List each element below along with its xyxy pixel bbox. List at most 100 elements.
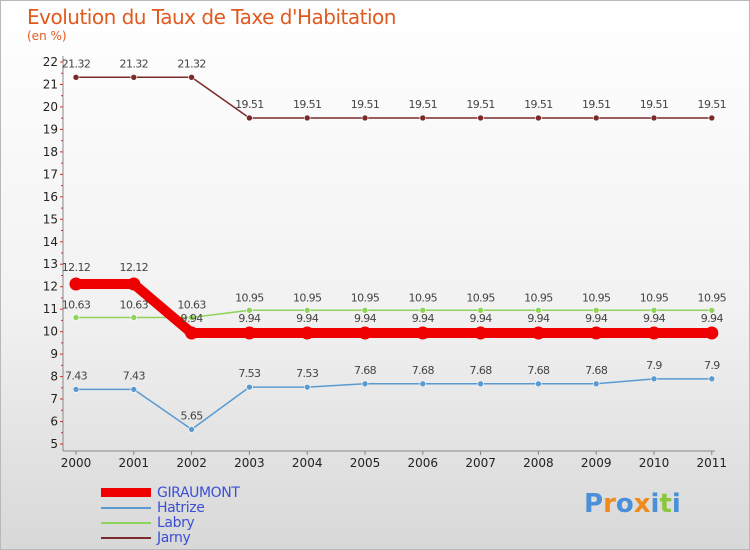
data-label-hatrize: 7.43	[65, 369, 88, 382]
data-label-giraumont: 9.94	[701, 312, 724, 325]
legend-item: GIRAUMONT	[101, 484, 240, 501]
series-line-jarny	[75, 76, 713, 119]
data-point-labry	[708, 306, 716, 314]
data-label-jarny: 19.51	[293, 98, 322, 111]
logo-letter: P	[584, 489, 604, 519]
legend-swatch	[101, 536, 151, 539]
data-point-giraumont	[127, 277, 141, 291]
y-tick-label: 9	[50, 347, 58, 361]
x-tick-label: 2000	[61, 456, 92, 470]
data-label-hatrize: 5.65	[181, 409, 204, 422]
data-label-labry: 10.95	[524, 291, 553, 304]
legend: GIRAUMONT Hatrize Labry Jarny	[101, 484, 240, 546]
data-point-hatrize	[130, 386, 138, 393]
data-point-hatrize	[535, 380, 542, 388]
legend-label: Labry	[157, 514, 195, 531]
data-label-giraumont: 9.94	[296, 312, 319, 325]
data-label-jarny: 19.51	[698, 98, 727, 111]
data-point-hatrize	[188, 426, 195, 433]
data-point-jarny	[188, 73, 195, 81]
data-point-labry	[477, 306, 484, 314]
data-label-giraumont: 9.94	[412, 312, 435, 325]
data-label-labry: 10.95	[582, 291, 611, 304]
y-tick-label: 12	[43, 280, 58, 294]
legend-swatch	[101, 521, 151, 524]
data-point-giraumont	[242, 326, 256, 340]
data-point-hatrize	[477, 380, 484, 388]
legend-swatch	[101, 506, 151, 509]
data-label-jarny: 21.32	[120, 57, 149, 70]
data-label-hatrize: 7.9	[704, 359, 720, 372]
logo-letter: i	[671, 489, 681, 519]
y-tick-label: 18	[43, 145, 58, 159]
logo-letter: x	[633, 489, 651, 519]
data-point-jarny	[72, 73, 80, 81]
x-tick-label: 2008	[523, 456, 554, 470]
y-tick-label: 15	[43, 212, 58, 226]
data-label-jarny: 19.51	[351, 98, 380, 111]
data-point-hatrize	[708, 375, 716, 383]
data-label-giraumont: 9.94	[527, 312, 550, 325]
y-tick-label: 6	[50, 415, 58, 429]
data-label-hatrize: 7.68	[527, 364, 550, 377]
data-label-labry: 10.95	[293, 291, 322, 304]
data-point-labry	[72, 314, 80, 321]
data-label-labry: 10.95	[409, 291, 438, 304]
data-label-jarny: 19.51	[409, 98, 438, 111]
data-point-labry	[361, 306, 369, 314]
data-point-giraumont	[705, 326, 719, 340]
y-tick-label: 5	[50, 437, 58, 451]
data-label-labry: 10.63	[120, 298, 149, 311]
data-point-hatrize	[72, 386, 80, 393]
data-point-jarny	[535, 114, 542, 122]
data-label-jarny: 19.51	[235, 98, 264, 111]
y-tick-label: 10	[43, 325, 58, 339]
chart-title: Evolution du Taux de Taxe d'Habitation	[27, 5, 396, 29]
data-label-giraumont: 9.94	[181, 312, 204, 325]
y-tick-label: 19	[43, 122, 58, 136]
data-label-hatrize: 7.68	[470, 364, 493, 377]
data-point-labry	[592, 306, 600, 314]
data-label-hatrize: 7.68	[354, 364, 377, 377]
data-point-labry	[650, 306, 658, 314]
legend-label: GIRAUMONT	[157, 484, 240, 501]
data-label-jarny: 19.51	[524, 98, 553, 111]
data-label-giraumont: 12.12	[120, 261, 149, 274]
series-line-hatrize	[75, 378, 713, 431]
data-point-labry	[419, 306, 427, 314]
data-label-jarny: 19.51	[582, 98, 611, 111]
data-label-hatrize: 7.53	[296, 367, 319, 380]
y-tick-label: 20	[43, 100, 58, 114]
data-point-giraumont	[300, 326, 314, 340]
data-label-labry: 10.95	[466, 291, 495, 304]
data-label-giraumont: 9.94	[238, 312, 261, 325]
data-label-jarny: 19.51	[466, 98, 495, 111]
data-label-jarny: 21.32	[177, 57, 206, 70]
y-tick-label: 21	[43, 77, 58, 91]
y-tick-label: 14	[43, 235, 58, 249]
x-tick-label: 2002	[176, 456, 207, 470]
data-point-jarny	[477, 114, 484, 122]
legend-item: Jarny	[101, 529, 240, 546]
data-point-jarny	[361, 114, 369, 122]
data-point-hatrize	[246, 383, 253, 391]
data-point-hatrize	[303, 383, 311, 391]
chart-subtitle: (en %)	[27, 29, 67, 43]
y-tick-label: 8	[50, 370, 58, 384]
data-point-hatrize	[650, 375, 658, 383]
x-tick-label: 2005	[350, 456, 381, 470]
y-tick-label: 7	[50, 392, 58, 406]
data-point-giraumont	[185, 326, 199, 340]
logo-letter: r	[603, 489, 616, 519]
data-label-giraumont: 9.94	[643, 312, 666, 325]
data-label-jarny: 19.51	[640, 98, 669, 111]
data-label-giraumont: 9.94	[354, 312, 377, 325]
y-tick-label: 16	[43, 190, 58, 204]
legend-label: Jarny	[157, 529, 191, 546]
data-label-labry: 10.95	[640, 291, 669, 304]
data-label-hatrize: 7.43	[123, 369, 146, 382]
data-label-hatrize: 7.9	[646, 359, 662, 372]
data-point-jarny	[303, 114, 311, 122]
data-point-labry	[535, 306, 542, 314]
